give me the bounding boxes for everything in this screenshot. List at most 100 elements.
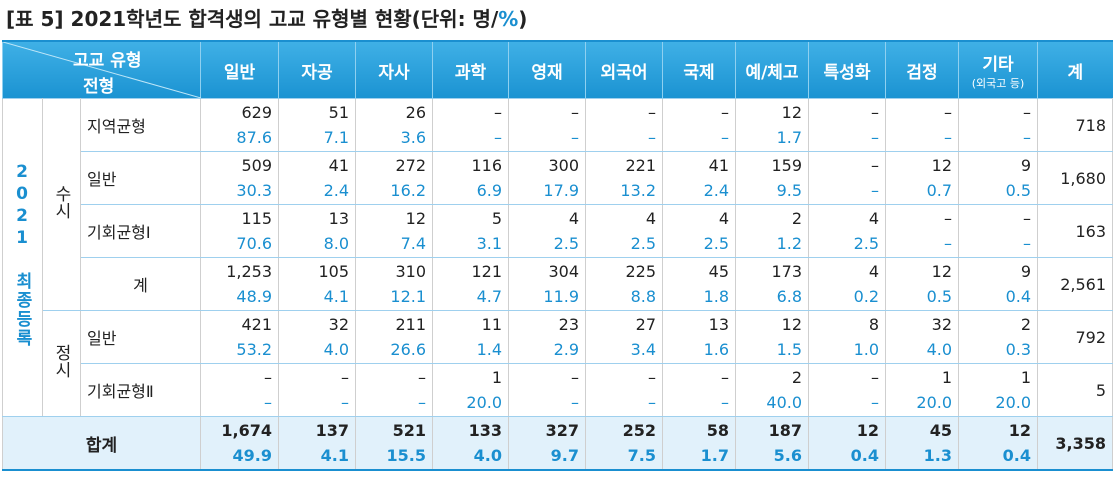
count: 12 — [781, 315, 803, 334]
value-cell: 521 15.5 — [355, 416, 434, 471]
value-cell: 421 53.2 — [200, 310, 280, 364]
percent: 1.0 — [853, 340, 880, 359]
count: – — [944, 103, 953, 122]
percent: 1.8 — [703, 287, 730, 306]
count: 521 — [392, 421, 427, 440]
percent: 4.7 — [476, 287, 503, 306]
count: 41 — [708, 156, 730, 175]
corner-top: 고교 유형 — [73, 51, 142, 71]
percent: 4.1 — [323, 287, 350, 306]
value-cell: 41 2.4 — [662, 151, 737, 205]
value-cell: – – — [808, 98, 887, 152]
count: – — [494, 103, 503, 122]
value-cell: 187 5.6 — [735, 416, 810, 471]
percent: 20.0 — [466, 393, 503, 412]
value-cell: 133 4.0 — [432, 416, 510, 471]
percent: – — [1023, 234, 1032, 253]
value-cell: 173 6.8 — [735, 257, 810, 311]
value-cell: 12 1.5 — [735, 310, 810, 364]
total-header: 계 — [1037, 41, 1113, 99]
percent: 30.3 — [236, 181, 273, 200]
value-cell: – – — [662, 363, 737, 417]
count: – — [721, 103, 730, 122]
column-label: 기타 — [982, 54, 1014, 75]
count: 41 — [328, 156, 350, 175]
value-cell: 58 1.7 — [662, 416, 737, 471]
side-label: 2021 최종등록 — [12, 162, 32, 348]
count: 12 — [931, 156, 953, 175]
value-cell: 310 12.1 — [355, 257, 434, 311]
value-cell: 45 1.8 — [662, 257, 737, 311]
percent: 87.6 — [236, 128, 273, 147]
count: – — [944, 209, 953, 228]
value-cell: 1,674 49.9 — [200, 416, 280, 471]
percent: 0.7 — [926, 181, 953, 200]
count: – — [721, 368, 730, 387]
percent: 2.4 — [703, 181, 730, 200]
percent: 2.5 — [553, 234, 580, 253]
count: 115 — [241, 209, 273, 228]
percent: 13.2 — [620, 181, 657, 200]
percent: 3.1 — [476, 234, 503, 253]
percent: 1.7 — [776, 128, 803, 147]
count: 137 — [315, 421, 350, 440]
row-total: 792 — [1037, 310, 1114, 364]
count: 221 — [625, 156, 657, 175]
value-cell: 121 4.7 — [432, 257, 510, 311]
percent: – — [721, 393, 730, 412]
count: 32 — [328, 315, 350, 334]
value-cell: 225 8.8 — [585, 257, 664, 311]
percent: – — [571, 128, 580, 147]
count: 116 — [471, 156, 503, 175]
count: 2 — [791, 368, 803, 387]
value-cell: 4 2.5 — [585, 204, 664, 258]
value-cell: – – — [200, 363, 280, 417]
percent: 0.2 — [853, 287, 880, 306]
column-label: 일반 — [223, 62, 256, 83]
column-label: 자사 — [378, 62, 410, 83]
percent: 70.6 — [236, 234, 273, 253]
count: 12 — [856, 421, 880, 440]
row-total: 2,561 — [1037, 257, 1114, 311]
column-label: 특성화 — [823, 62, 871, 83]
count: – — [871, 156, 880, 175]
count: – — [571, 368, 580, 387]
row-total: 5 — [1037, 363, 1114, 417]
count: 12 — [931, 262, 953, 281]
count: 187 — [768, 421, 803, 440]
count: 327 — [545, 421, 580, 440]
value-cell: – – — [808, 363, 887, 417]
title-close: ) — [518, 7, 528, 31]
percent: 15.5 — [386, 446, 427, 465]
value-cell: 5 3.1 — [432, 204, 510, 258]
percent: 53.2 — [236, 340, 273, 359]
value-cell: 115 70.6 — [200, 204, 280, 258]
count: 1,253 — [226, 262, 273, 281]
percent: 4.1 — [320, 446, 350, 465]
count: 2 — [1020, 315, 1032, 334]
row: 기회균형Ⅱ – – – – – –1 20.0– – – – – –2 40.0– –1 20.0 1 20.0 5 — [3, 363, 1114, 417]
column-header: 일반 — [200, 41, 279, 99]
column-header: 외국어 — [585, 41, 663, 99]
count: 13 — [708, 315, 730, 334]
percent: 4.0 — [323, 340, 350, 359]
value-cell: 45 1.3 — [885, 416, 960, 471]
group-cell: 수시 — [42, 98, 81, 311]
value-cell: – – — [662, 98, 737, 152]
count: – — [341, 368, 350, 387]
value-cell: – – — [355, 363, 434, 417]
percent: 2.5 — [703, 234, 730, 253]
percent: 3.6 — [400, 128, 427, 147]
percent: 16.2 — [390, 181, 427, 200]
diagonal — [3, 42, 201, 98]
count: 27 — [635, 315, 657, 334]
value-cell: 1 20.0 — [885, 363, 960, 417]
percent: – — [871, 128, 880, 147]
value-cell: 12 1.7 — [735, 98, 810, 152]
row: 계 1,253 48.9 105 4.1 310 12.1 121 4.7 304 11.9 225 8… — [3, 257, 1114, 311]
row-label: 계 — [79, 257, 202, 311]
value-cell: 1 20.0 — [432, 363, 510, 417]
value-cell: 12 0.5 — [885, 257, 960, 311]
column-header: 특성화 — [808, 41, 886, 99]
percent: 6.9 — [476, 181, 503, 200]
